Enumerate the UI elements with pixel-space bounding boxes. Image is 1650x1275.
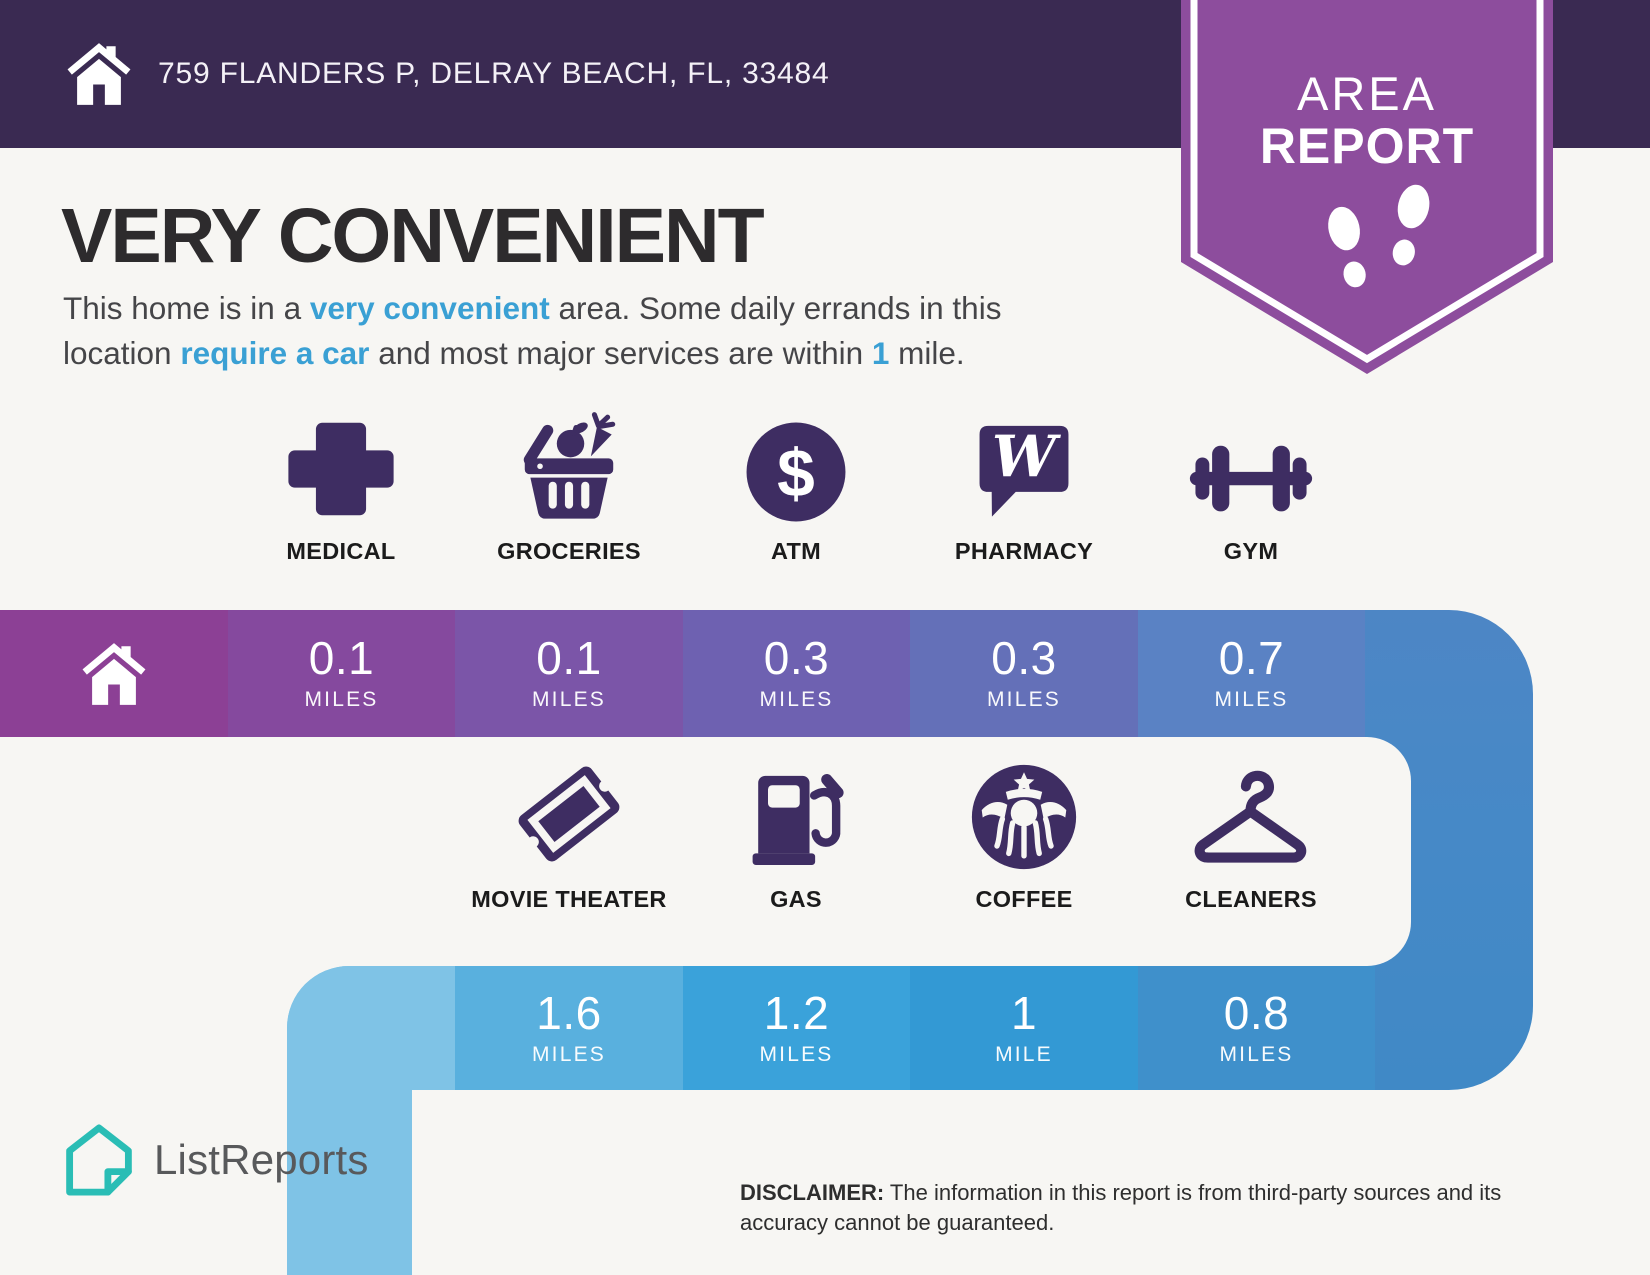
- svg-text:$: $: [777, 436, 815, 511]
- distance-unit: MILES: [1219, 1042, 1294, 1066]
- walgreens-w-icon: W: [909, 400, 1139, 528]
- service-movie-theater: MOVIE THEATER: [454, 748, 684, 913]
- distance-cell-atm: 0.3 MILES: [683, 610, 910, 737]
- desc-highlight: require a car: [180, 334, 370, 371]
- distance-cell-gas: 1.2 MILES: [683, 966, 910, 1090]
- distance-unit: MILES: [531, 688, 607, 711]
- distance-value: 1.2: [763, 986, 830, 1039]
- area-report-badge: AREA REPORT: [1181, 0, 1553, 377]
- service-pharmacy: W PHARMACY: [909, 400, 1139, 565]
- distance-unit: MILES: [531, 1042, 607, 1066]
- desc-highlight: very convenient: [309, 290, 550, 326]
- service-coffee: COFFEE: [909, 748, 1139, 913]
- badge-line2: REPORT: [1260, 118, 1474, 174]
- home-icon: [62, 34, 136, 114]
- bar-home-cell: [0, 610, 228, 737]
- distance-unit: MILES: [1214, 688, 1289, 711]
- service-label: MOVIE THEATER: [471, 886, 667, 912]
- footprints-icon: [1328, 184, 1430, 288]
- distance-value: 0.1: [308, 632, 375, 684]
- service-label: CLEANERS: [1185, 886, 1317, 912]
- dollar-sign-icon: $: [681, 400, 911, 528]
- distance-cell-gym: 0.7 MILES: [1138, 610, 1365, 737]
- distance-cell-movie-theater: 1.6 MILES: [455, 966, 683, 1090]
- distance-unit: MILES: [304, 688, 379, 711]
- badge-shape: [1181, 0, 1553, 374]
- distance-cell-cleaners: 0.8 MILES: [1138, 966, 1375, 1090]
- disclaimer-label: DISCLAIMER:: [740, 1180, 885, 1205]
- page-description: This home is in a very convenient area. …: [63, 286, 1163, 375]
- medical-cross-icon: [226, 400, 456, 528]
- distance-value: 0.3: [991, 632, 1057, 684]
- page-title: VERY CONVENIENT: [61, 193, 765, 279]
- distance-cell-coffee: 1 MILE: [910, 966, 1138, 1090]
- snake-white-inset-top: [0, 737, 1411, 966]
- dumbbell-icon: [1136, 400, 1366, 528]
- distance-cell-pharmacy: 0.3 MILES: [910, 610, 1138, 737]
- distance-value: 0.8: [1223, 986, 1290, 1039]
- starbucks-siren-icon: [909, 748, 1139, 876]
- badge-line1: AREA: [1297, 67, 1437, 120]
- distance-cell-groceries: 0.1 MILES: [455, 610, 683, 737]
- service-gym: GYM: [1136, 400, 1366, 565]
- service-medical: MEDICAL: [226, 400, 456, 565]
- service-label: MEDICAL: [286, 538, 396, 564]
- desc-text: location: [63, 334, 181, 371]
- distance-value: 0.7: [1218, 632, 1285, 684]
- distance-value: 0.1: [536, 632, 602, 684]
- distance-unit: MILES: [986, 688, 1062, 711]
- clothes-hanger-icon: [1136, 748, 1366, 876]
- distance-value: 0.3: [763, 632, 830, 684]
- distance-value: 1.6: [536, 986, 602, 1039]
- listreports-logo: ListReports: [58, 1118, 369, 1202]
- desc-text: and most major services are within: [369, 334, 872, 371]
- distance-value: 1: [1010, 986, 1038, 1039]
- distance-unit: MILE: [995, 1042, 1053, 1066]
- property-address: 759 FLANDERS P, DELRAY BEACH, FL, 33484: [158, 57, 830, 90]
- brand-name: ListReports: [154, 1136, 369, 1183]
- bar-left-turn: [287, 966, 455, 1090]
- service-gas: GAS: [681, 748, 911, 913]
- desc-text: This home is in a: [63, 290, 310, 326]
- disclaimer-text: The information in this report is from t…: [740, 1180, 1502, 1235]
- service-label: ATM: [770, 538, 822, 564]
- movie-ticket-icon: [454, 748, 684, 876]
- desc-highlight: 1: [871, 334, 890, 371]
- distance-unit: MILES: [759, 688, 834, 711]
- service-groceries: GROCERIES: [454, 400, 684, 565]
- distance-cell-medical: 0.1 MILES: [228, 610, 455, 737]
- service-atm: $ ATM: [681, 400, 911, 565]
- service-label: GYM: [1223, 538, 1279, 564]
- grocery-basket-icon: [454, 400, 684, 528]
- listreports-house-icon: [66, 1124, 132, 1196]
- snake-white-inset-bottom: [412, 1090, 1650, 1275]
- gas-pump-icon: [681, 748, 911, 876]
- service-label: PHARMACY: [954, 538, 1094, 564]
- home-icon: [82, 642, 146, 705]
- desc-text: mile.: [889, 334, 965, 371]
- desc-text: area. Some daily errands in this: [549, 290, 1002, 326]
- disclaimer: DISCLAIMER: The information in this repo…: [740, 1178, 1550, 1237]
- svg-text:W: W: [992, 422, 1062, 490]
- service-label: COFFEE: [975, 886, 1073, 912]
- service-label: GROCERIES: [497, 538, 641, 564]
- service-cleaners: CLEANERS: [1136, 748, 1366, 913]
- distance-unit: MILES: [759, 1042, 834, 1066]
- service-label: GAS: [770, 886, 822, 912]
